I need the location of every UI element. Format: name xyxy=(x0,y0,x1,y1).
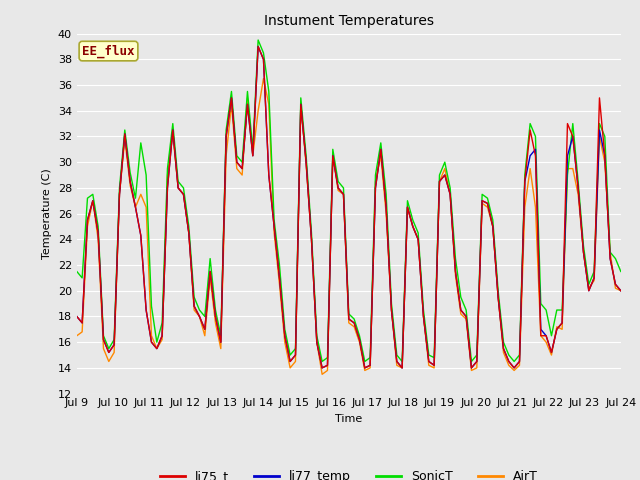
Text: EE_flux: EE_flux xyxy=(82,44,135,58)
X-axis label: Time: Time xyxy=(335,414,362,424)
Title: Instument Temperatures: Instument Temperatures xyxy=(264,14,434,28)
Legend: li75_t, li77_temp, SonicT, AirT: li75_t, li77_temp, SonicT, AirT xyxy=(155,465,543,480)
Y-axis label: Temperature (C): Temperature (C) xyxy=(42,168,52,259)
